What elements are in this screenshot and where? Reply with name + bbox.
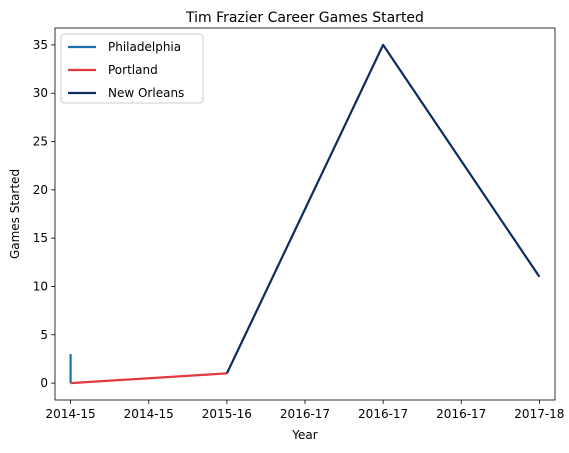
legend-label: Portland [108,63,158,77]
y-tick-label: 35 [33,38,48,52]
series-lines [69,43,541,385]
x-tick-label: 2014-15 [46,407,96,421]
legend-label: New Orleans [108,86,184,100]
plot-frame [54,27,556,401]
series-line-new-orleans [225,43,541,374]
x-tick-label: 2015-16 [202,407,252,421]
x-tick-label: 2014-15 [124,407,174,421]
x-axis: 2014-15 2014-15 2015-16 2016-17 2016-17 2016-… [46,400,564,421]
legend-frame [60,33,204,104]
y-tick-label: 20 [33,183,48,197]
x-axis-label: Year [291,428,317,442]
x-tick-label: 2016-17 [436,407,486,421]
y-tick-label: 5 [40,328,48,342]
x-tick-label: 2016-17 [358,407,408,421]
legend: Philadelphia Portland New Orleans [60,33,204,104]
y-tick-label: 10 [33,279,48,293]
legend-label: Philadelphia [108,40,181,54]
chart-title: Tim Frazier Career Games Started [185,10,424,26]
y-tick-label: 30 [33,86,48,100]
y-tick-label: 25 [33,135,48,149]
series-line-portland [70,372,227,385]
y-axis: 0 5 10 15 20 25 30 35 [33,38,55,390]
x-tick-label: 2016-17 [280,407,330,421]
y-axis-label: Games Started [8,169,22,259]
y-tick-label: 15 [33,231,48,245]
y-tick-label: 0 [40,376,48,390]
x-tick-label: 2017-18 [514,407,564,421]
